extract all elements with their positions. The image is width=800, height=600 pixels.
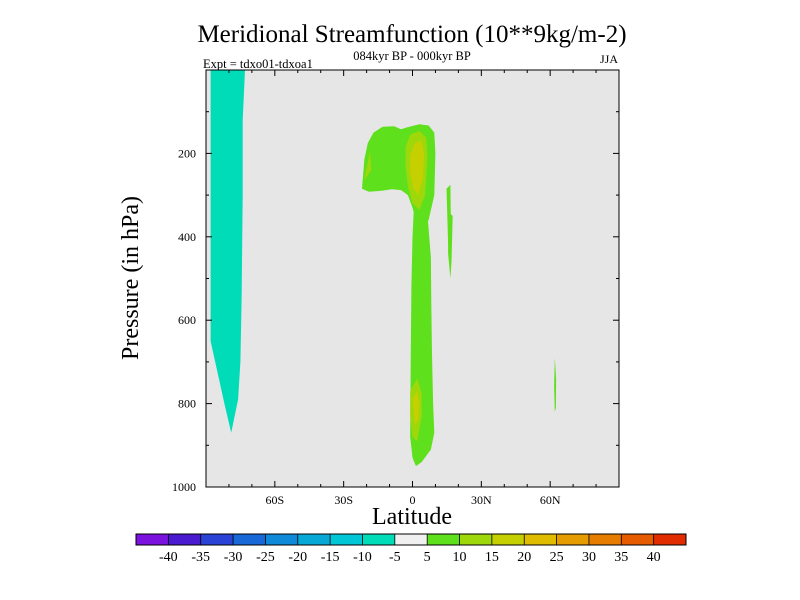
colorbar-label: -20	[288, 550, 307, 565]
colorbar-swatch	[394, 534, 428, 545]
y-tick-label: 800	[178, 397, 196, 411]
x-tick-label: 60S	[265, 493, 284, 507]
colorbar-frame	[135, 533, 687, 546]
colorbar-label: -35	[191, 550, 210, 565]
colorbar-swatch	[491, 534, 525, 545]
contour-region-upper-core-20	[410, 140, 424, 196]
colorbar-swatch	[524, 534, 557, 545]
colorbar-swatch	[427, 534, 460, 545]
colorbar-swatch	[200, 534, 234, 545]
y-tick-label: 200	[178, 146, 196, 160]
chart-title: Meridional Streamfunction (10**9kg/m-2)	[197, 21, 626, 48]
colorbar-swatch	[330, 534, 363, 545]
colorbar-label: -15	[321, 550, 340, 565]
colorbar-label: 35	[614, 550, 628, 565]
y-axis-label: Pressure (in hPa)	[118, 196, 144, 360]
contour-region-northern-positive-sliver	[554, 357, 557, 412]
contour-region-mid-right-positive-strip	[448, 211, 453, 279]
colorbar-label: 25	[550, 550, 564, 565]
experiment-label: Expt = tdxo01-tdxoa1	[203, 57, 313, 71]
x-tick-label: 30S	[334, 493, 353, 507]
colorbar-swatch	[621, 534, 655, 545]
colorbar-swatch	[233, 534, 266, 545]
x-axis-label: Latitude	[372, 504, 452, 530]
y-tick-label: 1000	[172, 480, 196, 494]
y-tick-label: 600	[178, 313, 196, 327]
colorbar-label: 30	[582, 550, 596, 565]
contour-region-upper-left-15	[364, 151, 372, 181]
colorbar-label: 10	[453, 550, 467, 565]
colorbar-swatch	[556, 534, 590, 545]
colorbar-swatch	[653, 534, 687, 545]
colorbar-label: -30	[224, 550, 243, 565]
contour-region-lower-core-20	[412, 391, 420, 425]
colorbar-label: 15	[485, 550, 499, 565]
x-tick-label: 0	[410, 493, 416, 507]
colorbar-swatch	[168, 534, 202, 545]
colorbar: -40 -35 -30 -25 -20 -15 -10 -5 5 10 15 20 25 30 35 40	[135, 533, 687, 565]
colorbar-label: 40	[647, 550, 661, 565]
colorbar-swatch	[459, 534, 493, 545]
colorbar-swatch	[588, 534, 622, 545]
colorbar-label: -40	[159, 550, 178, 565]
colorbar-swatch	[265, 534, 299, 545]
colorbar-label: -10	[353, 550, 372, 565]
colorbar-label: 5	[424, 550, 431, 565]
season-label: JJA	[600, 52, 618, 66]
plot-frame	[205, 69, 620, 488]
colorbar-swatch	[362, 534, 396, 545]
colorbar-swatch	[136, 534, 169, 545]
x-tick-label: 30N	[471, 493, 492, 507]
y-tick-label: 400	[178, 230, 196, 244]
contour-region-southern-negative-cell	[210, 70, 245, 433]
chart-subtitle: 084kyr BP - 000kyr BP	[353, 49, 471, 63]
colorbar-label: 20	[517, 550, 531, 565]
colorbar-label: -25	[256, 550, 275, 565]
colorbar-label: -5	[389, 550, 401, 565]
colorbar-swatch	[297, 534, 331, 545]
x-tick-label: 60N	[540, 493, 561, 507]
tick-labels: 60S 30S 0 30N 60N 200 400 600 800 1000	[172, 146, 561, 507]
contour-regions	[210, 70, 557, 467]
